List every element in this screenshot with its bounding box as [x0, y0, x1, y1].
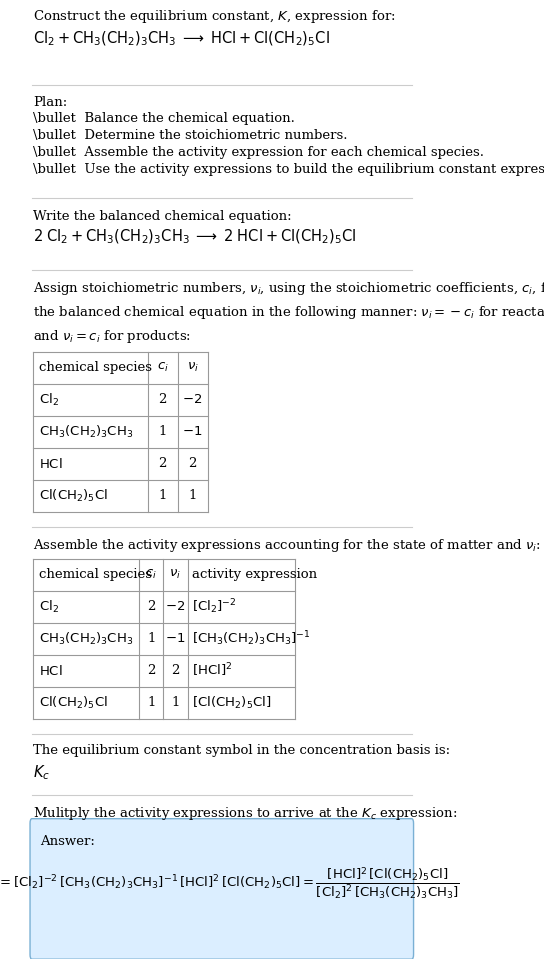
Text: \bullet  Balance the chemical equation.: \bullet Balance the chemical equation. — [33, 112, 295, 125]
Text: 1: 1 — [158, 489, 167, 503]
Text: 1: 1 — [147, 632, 156, 645]
Text: 2: 2 — [147, 664, 156, 677]
Text: Mulitply the activity expressions to arrive at the $K_c$ expression:: Mulitply the activity expressions to arr… — [33, 806, 458, 823]
Text: Construct the equilibrium constant, $K$, expression for:: Construct the equilibrium constant, $K$,… — [33, 8, 396, 25]
Text: 1: 1 — [171, 696, 180, 709]
Text: chemical species: chemical species — [39, 362, 152, 374]
Text: $[\mathrm{CH_3(CH_2)_3CH_3}]^{-1}$: $[\mathrm{CH_3(CH_2)_3CH_3}]^{-1}$ — [192, 629, 311, 648]
Text: $\mathrm{Cl(CH_2)_5Cl}$: $\mathrm{Cl(CH_2)_5Cl}$ — [39, 487, 108, 503]
Text: \bullet  Determine the stoichiometric numbers.: \bullet Determine the stoichiometric num… — [33, 129, 348, 142]
Text: $\mathrm{CH_3(CH_2)_3CH_3}$: $\mathrm{CH_3(CH_2)_3CH_3}$ — [39, 424, 133, 440]
Text: $[\mathrm{Cl(CH_2)_5Cl}]$: $[\mathrm{Cl(CH_2)_5Cl}]$ — [192, 694, 271, 711]
Text: $-1$: $-1$ — [182, 425, 203, 438]
Text: Answer:: Answer: — [41, 835, 95, 849]
Text: $c_i$: $c_i$ — [157, 362, 169, 374]
Text: \bullet  Assemble the activity expression for each chemical species.: \bullet Assemble the activity expression… — [33, 146, 484, 159]
Text: Assign stoichiometric numbers, $\nu_i$, using the stoichiometric coefficients, $: Assign stoichiometric numbers, $\nu_i$, … — [33, 280, 544, 345]
FancyBboxPatch shape — [30, 819, 413, 959]
Text: 2: 2 — [171, 664, 180, 677]
Text: $[\mathrm{Cl_2}]^{-2}$: $[\mathrm{Cl_2}]^{-2}$ — [192, 597, 236, 616]
Text: activity expression: activity expression — [192, 568, 317, 581]
Text: $-2$: $-2$ — [182, 393, 203, 407]
Text: $\nu_i$: $\nu_i$ — [187, 362, 199, 374]
Text: The equilibrium constant symbol in the concentration basis is:: The equilibrium constant symbol in the c… — [33, 743, 450, 757]
Text: 1: 1 — [158, 425, 167, 438]
Text: $K_c = [\mathrm{Cl_2}]^{-2}\,[\mathrm{CH_3(CH_2)_3CH_3}]^{-1}\,[\mathrm{HCl}]^2\: $K_c = [\mathrm{Cl_2}]^{-2}\,[\mathrm{CH… — [0, 865, 460, 901]
Text: $K_c$: $K_c$ — [33, 763, 51, 783]
Text: 1: 1 — [147, 696, 156, 709]
Text: $-1$: $-1$ — [165, 632, 186, 645]
Text: $\nu_i$: $\nu_i$ — [169, 568, 181, 581]
Text: $\mathrm{Cl(CH_2)_5Cl}$: $\mathrm{Cl(CH_2)_5Cl}$ — [39, 694, 108, 711]
Text: \bullet  Use the activity expressions to build the equilibrium constant expressi: \bullet Use the activity expressions to … — [33, 163, 544, 175]
Text: $-2$: $-2$ — [165, 600, 186, 613]
Text: $\mathrm{HCl}$: $\mathrm{HCl}$ — [39, 664, 63, 678]
Text: $\mathrm{Cl_2}$: $\mathrm{Cl_2}$ — [39, 391, 59, 408]
Text: Assemble the activity expressions accounting for the state of matter and $\nu_i$: Assemble the activity expressions accoun… — [33, 537, 541, 553]
Text: $\mathrm{HCl}$: $\mathrm{HCl}$ — [39, 456, 63, 471]
Text: Plan:: Plan: — [33, 96, 67, 109]
Text: $\mathrm{Cl_2 + CH_3(CH_2)_3CH_3 \;\longrightarrow\; HCl + Cl(CH_2)_5Cl}$: $\mathrm{Cl_2 + CH_3(CH_2)_3CH_3 \;\long… — [33, 30, 330, 48]
Text: 2: 2 — [158, 457, 167, 470]
Text: chemical species: chemical species — [39, 568, 152, 581]
Text: 2: 2 — [147, 600, 156, 613]
Text: 1: 1 — [188, 489, 197, 503]
Text: $\mathrm{Cl_2}$: $\mathrm{Cl_2}$ — [39, 598, 59, 615]
Text: $[\mathrm{HCl}]^2$: $[\mathrm{HCl}]^2$ — [192, 662, 232, 679]
Text: 2: 2 — [158, 393, 167, 407]
Text: $\mathrm{CH_3(CH_2)_3CH_3}$: $\mathrm{CH_3(CH_2)_3CH_3}$ — [39, 630, 133, 646]
Text: $c_i$: $c_i$ — [145, 568, 157, 581]
Text: Write the balanced chemical equation:: Write the balanced chemical equation: — [33, 210, 292, 222]
Text: 2: 2 — [188, 457, 197, 470]
Text: $\mathrm{2\;Cl_2 + CH_3(CH_2)_3CH_3 \;\longrightarrow\; 2\;HCl + Cl(CH_2)_5Cl}$: $\mathrm{2\;Cl_2 + CH_3(CH_2)_3CH_3 \;\l… — [33, 228, 357, 246]
